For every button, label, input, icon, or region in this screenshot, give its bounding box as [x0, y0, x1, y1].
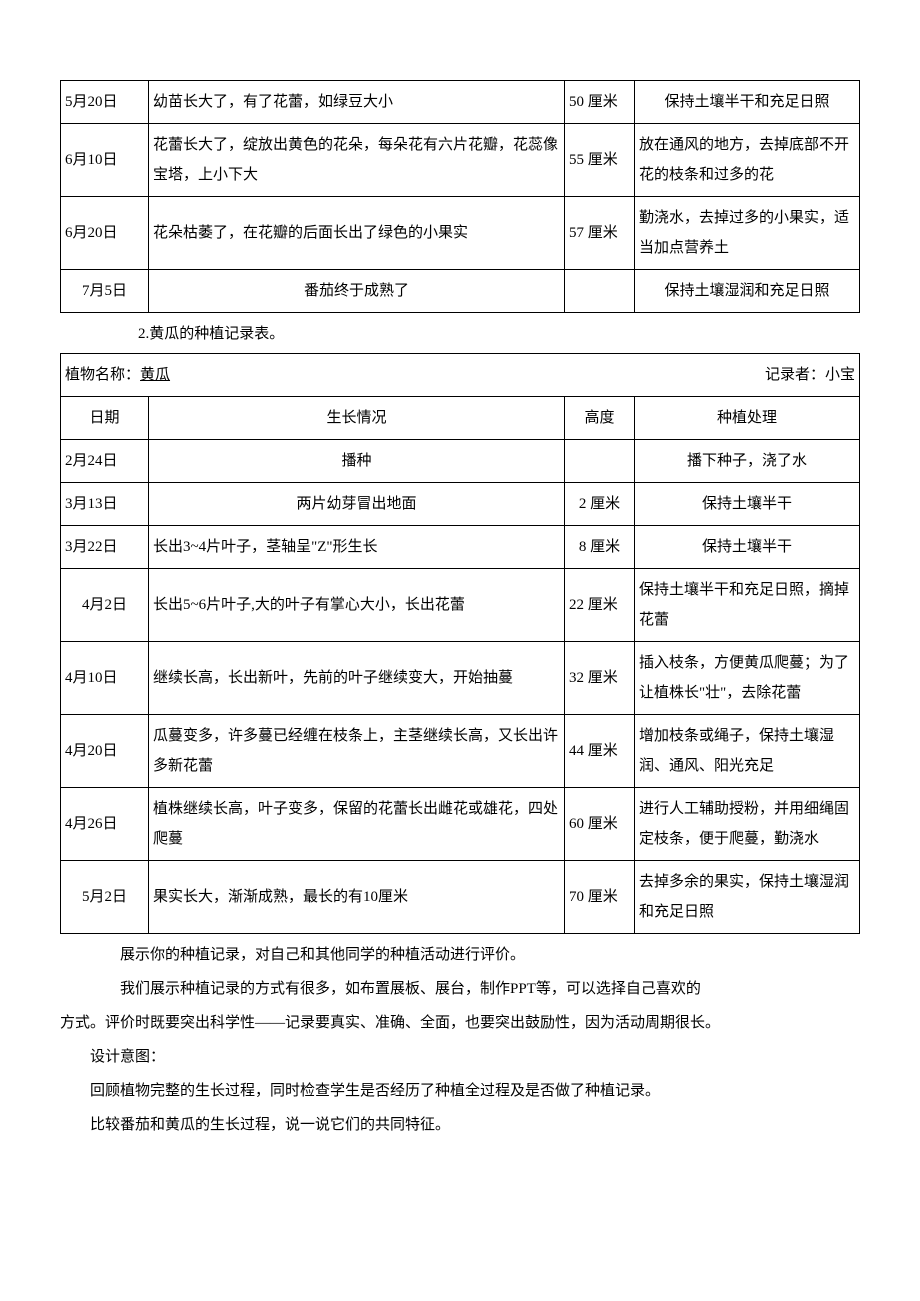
body-paragraph: 方式。评价时既要突出科学性——记录要真实、准确、全面，也要突出鼓励性，因为活动周… — [60, 1008, 860, 1038]
body-paragraph: 展示你的种植记录，对自己和其他同学的种植活动进行评价。 — [90, 940, 860, 970]
table-row: 7月5日 番茄终于成熟了 保持土壤湿润和充足日照 — [61, 270, 860, 313]
cell-height: 55 厘米 — [565, 124, 635, 197]
table2-intro: 2.黄瓜的种植记录表。 — [138, 319, 860, 349]
table-row: 4月10日 继续长高，长出新叶，先前的叶子继续变大，开始抽蔓 32 厘米 插入枝… — [61, 642, 860, 715]
cell-height: 22 厘米 — [564, 569, 634, 642]
cell-height: 8 厘米 — [564, 526, 634, 569]
table-row: 4月26日 植株继续长高，叶子变多，保留的花蕾长出雌花或雄花，四处爬蔓 60 厘… — [61, 788, 860, 861]
cell-height — [564, 440, 634, 483]
body-paragraph: 回顾植物完整的生长过程，同时检查学生是否经历了种植全过程及是否做了种植记录。 — [60, 1076, 860, 1106]
cell-growth: 长出5~6片叶子,大的叶子有掌心大小，长出花蕾 — [149, 569, 565, 642]
body-paragraph: 比较番茄和黄瓜的生长过程，说一说它们的共同特征。 — [60, 1110, 860, 1140]
cell-growth: 幼苗长大了，有了花蕾，如绿豆大小 — [149, 81, 565, 124]
cell-height: 60 厘米 — [564, 788, 634, 861]
cell-proc: 保持土壤半干 — [634, 483, 859, 526]
cell-date: 4月20日 — [61, 715, 149, 788]
recorder-label: 记录者：小宝 — [765, 360, 855, 390]
table-row: 6月10日 花蕾长大了，绽放出黄色的花朵，每朵花有六片花瓣，花蕊像宝塔，上小下大… — [61, 124, 860, 197]
cell-date: 7月5日 — [61, 270, 149, 313]
cell-growth: 果实长大，渐渐成熟，最长的有10厘米 — [149, 861, 565, 934]
cell-proc: 进行人工辅助授粉，并用细绳固定枝条，便于爬蔓，勤浇水 — [634, 788, 859, 861]
cell-date: 2月24日 — [61, 440, 149, 483]
cell-proc: 保持土壤半干和充足日照 — [635, 81, 860, 124]
cell-growth: 两片幼芽冒出地面 — [149, 483, 565, 526]
col-growth: 生长情况 — [149, 397, 565, 440]
cell-date: 5月2日 — [61, 861, 149, 934]
cell-proc: 去掉多余的果实，保持土壤湿润和充足日照 — [634, 861, 859, 934]
cell-growth: 花蕾长大了，绽放出黄色的花朵，每朵花有六片花瓣，花蕊像宝塔，上小下大 — [149, 124, 565, 197]
cell-growth: 继续长高，长出新叶，先前的叶子继续变大，开始抽蔓 — [149, 642, 565, 715]
cell-date: 4月2日 — [61, 569, 149, 642]
cell-proc: 增加枝条或绳子，保持土壤湿润、通风、阳光充足 — [634, 715, 859, 788]
table-row: 6月20日 花朵枯萎了，在花瓣的后面长出了绿色的小果实 57 厘米 勤浇水，去掉… — [61, 197, 860, 270]
cell-height: 44 厘米 — [564, 715, 634, 788]
cell-proc: 播下种子，浇了水 — [634, 440, 859, 483]
cell-growth: 番茄终于成熟了 — [149, 270, 565, 313]
cell-proc: 放在通风的地方，去掉底部不开花的枝条和过多的花 — [635, 124, 860, 197]
tomato-table-body: 5月20日 幼苗长大了，有了花蕾，如绿豆大小 50 厘米 保持土壤半干和充足日照… — [61, 81, 860, 313]
cell-proc: 保持土壤半干 — [634, 526, 859, 569]
cell-proc: 插入枝条，方便黄瓜爬蔓；为了让植株长"壮"，去除花蕾 — [634, 642, 859, 715]
cucumber-table: 植物名称：黄瓜 记录者：小宝 日期 生长情况 高度 种植处理 2月24日 播种 … — [60, 353, 860, 934]
cell-proc: 勤浇水，去掉过多的小果实，适当加点营养土 — [635, 197, 860, 270]
table2-column-header: 日期 生长情况 高度 种植处理 — [61, 397, 860, 440]
cell-growth: 瓜蔓变多，许多蔓已经缠在枝条上，主茎继续长高，又长出许多新花蕾 — [149, 715, 565, 788]
cell-date: 5月20日 — [61, 81, 149, 124]
cell-height: 32 厘米 — [564, 642, 634, 715]
cell-date: 4月26日 — [61, 788, 149, 861]
table-row: 5月2日 果实长大，渐渐成熟，最长的有10厘米 70 厘米 去掉多余的果实，保持… — [61, 861, 860, 934]
cell-growth: 植株继续长高，叶子变多，保留的花蕾长出雌花或雄花，四处爬蔓 — [149, 788, 565, 861]
cell-height: 2 厘米 — [564, 483, 634, 526]
plant-name-label: 植物名称： — [65, 367, 140, 383]
cell-date: 3月13日 — [61, 483, 149, 526]
cell-proc: 保持土壤湿润和充足日照 — [635, 270, 860, 313]
body-paragraph: 我们展示种植记录的方式有很多，如布置展板、展台，制作PPT等，可以选择自己喜欢的 — [90, 974, 860, 1004]
table-row: 3月22日 长出3~4片叶子，茎轴呈"Z"形生长 8 厘米 保持土壤半干 — [61, 526, 860, 569]
table2-title-cell: 植物名称：黄瓜 记录者：小宝 — [61, 354, 860, 397]
cell-height: 57 厘米 — [565, 197, 635, 270]
cell-date: 4月10日 — [61, 642, 149, 715]
cell-height — [565, 270, 635, 313]
cell-date: 3月22日 — [61, 526, 149, 569]
cell-growth: 长出3~4片叶子，茎轴呈"Z"形生长 — [149, 526, 565, 569]
cell-height: 70 厘米 — [564, 861, 634, 934]
col-date: 日期 — [61, 397, 149, 440]
cell-height: 50 厘米 — [565, 81, 635, 124]
col-height: 高度 — [564, 397, 634, 440]
table-row: 4月20日 瓜蔓变多，许多蔓已经缠在枝条上，主茎继续长高，又长出许多新花蕾 44… — [61, 715, 860, 788]
table-row: 3月13日 两片幼芽冒出地面 2 厘米 保持土壤半干 — [61, 483, 860, 526]
tomato-table: 5月20日 幼苗长大了，有了花蕾，如绿豆大小 50 厘米 保持土壤半干和充足日照… — [60, 80, 860, 313]
plant-name-value: 黄瓜 — [140, 367, 170, 383]
table2-title-row: 植物名称：黄瓜 记录者：小宝 — [61, 354, 860, 397]
cell-date: 6月10日 — [61, 124, 149, 197]
cell-growth: 播种 — [149, 440, 565, 483]
body-heading: 设计意图： — [60, 1042, 860, 1072]
cell-date: 6月20日 — [61, 197, 149, 270]
table-row: 2月24日 播种 播下种子，浇了水 — [61, 440, 860, 483]
table-row: 4月2日 长出5~6片叶子,大的叶子有掌心大小，长出花蕾 22 厘米 保持土壤半… — [61, 569, 860, 642]
table-row: 5月20日 幼苗长大了，有了花蕾，如绿豆大小 50 厘米 保持土壤半干和充足日照 — [61, 81, 860, 124]
cell-growth: 花朵枯萎了，在花瓣的后面长出了绿色的小果实 — [149, 197, 565, 270]
cell-proc: 保持土壤半干和充足日照，摘掉花蕾 — [634, 569, 859, 642]
col-proc: 种植处理 — [634, 397, 859, 440]
